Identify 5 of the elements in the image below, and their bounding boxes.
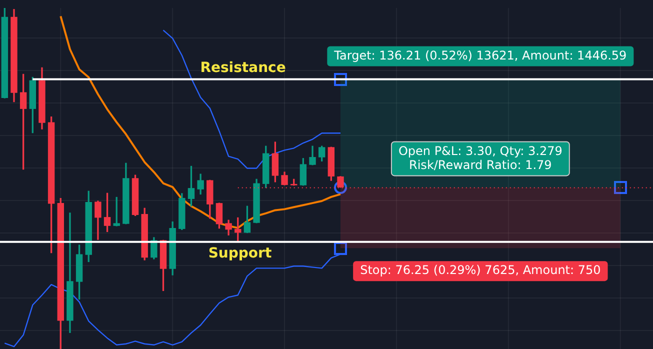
annotation: Target: 136.21 (0.52%) 13621, Amount: 1446.59 <box>333 48 627 62</box>
annotation: Open P&L: 3.30, Qty: 3.279 Risk/Reward Ratio: 1.79 <box>398 144 562 172</box>
annotation: Stop: 76.25 (0.29%) 7625, Amount: 750 <box>360 263 601 278</box>
ref-line-label: Support <box>208 246 272 262</box>
ref-line-label: Resistance <box>200 60 286 76</box>
